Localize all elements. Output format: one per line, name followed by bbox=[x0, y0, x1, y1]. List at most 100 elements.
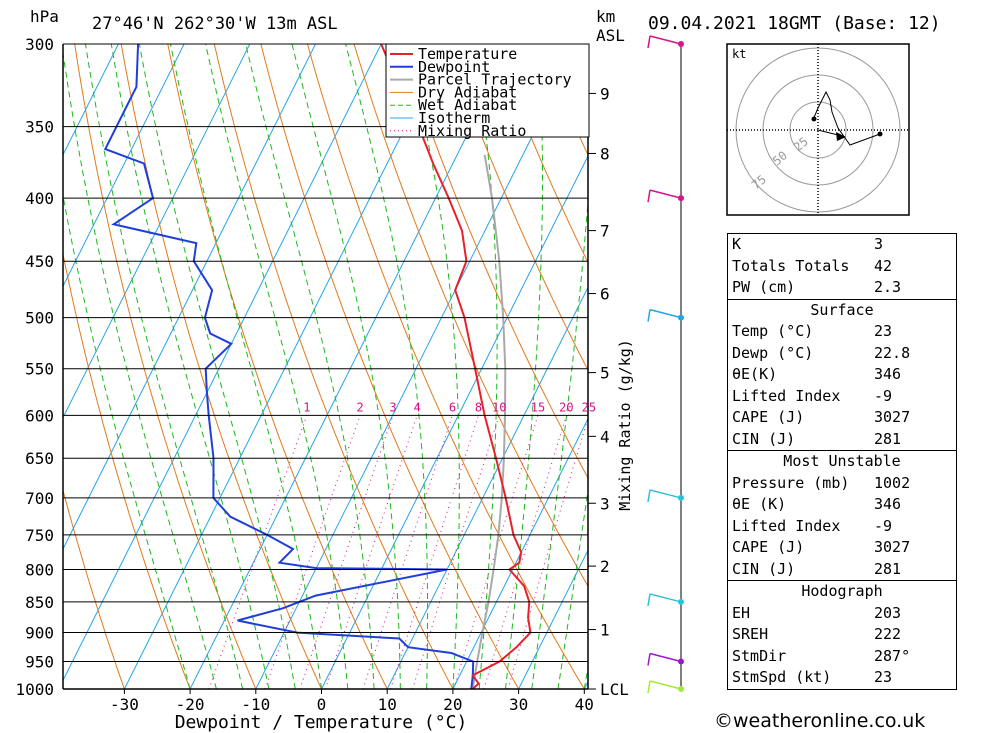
dry-adiabat-line bbox=[120, 44, 322, 689]
asl-label: ASL bbox=[596, 26, 625, 45]
km-tick-label: 4 bbox=[600, 427, 610, 446]
pressure-tick-label: 400 bbox=[25, 189, 54, 208]
pressure-tick-label: 500 bbox=[25, 309, 54, 328]
location-label: 27°46'N 262°30'W 13m ASL bbox=[92, 14, 338, 34]
temp-tick-label: -20 bbox=[176, 695, 205, 714]
unstable-index-row: CIN (J) 281 bbox=[728, 559, 956, 581]
wind-barb bbox=[649, 308, 682, 319]
wind-barb-flag bbox=[647, 680, 651, 694]
surface-index-value: 23 bbox=[874, 322, 893, 340]
surface-index-row: Lifted Index -9 bbox=[728, 386, 956, 408]
pressure-tick-label: 800 bbox=[25, 560, 54, 579]
surface-index-value: 3027 bbox=[874, 408, 911, 426]
unstable-index-value: 3027 bbox=[874, 538, 911, 556]
isotherm-line bbox=[0, 0, 36, 689]
surface-index-row: Temp (°C) 23 bbox=[728, 321, 956, 343]
dry-adiabat-line bbox=[493, 44, 588, 264]
surface-index-label: Dewp (°C) bbox=[732, 343, 814, 362]
wet-adiabat-line bbox=[138, 44, 296, 689]
x-axis-label: Dewpoint / Temperature (°C) bbox=[175, 712, 468, 733]
general-index-value: 3 bbox=[874, 235, 884, 253]
mixing-ratio-label: 20 bbox=[559, 400, 573, 414]
surface-index-label: CIN (J) bbox=[732, 429, 796, 448]
temp-tick-label: 40 bbox=[575, 695, 594, 714]
hodograph-index-row: StmSpd (kt) 23 bbox=[728, 667, 956, 689]
surface-index-value: -9 bbox=[874, 386, 893, 405]
general-index-value: 42 bbox=[874, 256, 893, 275]
unstable-index-label: θE (K) bbox=[732, 495, 787, 513]
copyright-footer[interactable]: ©weatheronline.co.uk bbox=[714, 710, 926, 732]
wind-barb bbox=[649, 489, 682, 499]
mixing-ratio-label: 3 bbox=[389, 400, 396, 414]
surface-section-title: Surface bbox=[728, 298, 956, 322]
mixing-ratio-axis-label: Mixing Ratio (g/kg) bbox=[616, 339, 634, 511]
hodograph-point bbox=[811, 116, 817, 122]
unstable-index-label: CAPE (J) bbox=[732, 538, 805, 556]
isotherm-line bbox=[63, 44, 251, 419]
legend-label: Wet Adiabat bbox=[418, 96, 517, 114]
km-unit-label: km bbox=[596, 7, 615, 26]
surface-index-row: θE(K) 346 bbox=[728, 364, 956, 386]
dewpoint-line bbox=[103, 44, 475, 689]
mixing-ratio-label: 2 bbox=[356, 400, 363, 414]
wet-adiabat-line bbox=[505, 44, 543, 689]
pressure-tick-label: 1000 bbox=[15, 680, 54, 699]
stability-indices-table: K 3 Totals Totals 42 PW (cm) 2.3 Surface Temp… bbox=[727, 233, 957, 690]
pressure-tick-label: 850 bbox=[25, 593, 54, 612]
general-index-label: PW (cm) bbox=[732, 278, 796, 296]
most-unstable-section-title: Most Unstable bbox=[728, 450, 956, 473]
hodograph-index-label: StmSpd (kt) bbox=[732, 668, 832, 686]
general-index-value: 2.3 bbox=[874, 278, 902, 296]
km-tick-label: 6 bbox=[600, 285, 610, 304]
isotherm-line bbox=[0, 0, 102, 689]
pressure-tick-label: 650 bbox=[25, 449, 54, 468]
dry-adiabat-line bbox=[213, 44, 454, 689]
isotherm-line bbox=[518, 549, 588, 689]
mixing-ratio-label: 10 bbox=[492, 400, 506, 414]
legend-label: Dry Adiabat bbox=[418, 83, 517, 101]
wind-barb-flag bbox=[647, 653, 651, 666]
hodograph-unit-label: kt bbox=[732, 47, 746, 61]
wind-barb bbox=[649, 189, 682, 199]
unstable-index-value: 346 bbox=[874, 495, 902, 513]
unstable-index-value: 281 bbox=[874, 559, 902, 578]
dry-adiabat-line bbox=[63, 251, 191, 689]
legend-label: Mixing Ratio bbox=[418, 122, 526, 140]
hodograph-index-label: StmDir bbox=[732, 646, 787, 665]
hodograph-index-value: 23 bbox=[874, 668, 893, 686]
hodograph-index-label: EH bbox=[732, 603, 751, 622]
hodograph-index-value: 203 bbox=[874, 603, 902, 622]
pressure-tick-label: 950 bbox=[25, 653, 54, 672]
wind-barb bbox=[649, 593, 682, 603]
pressure-tick-label: 700 bbox=[25, 489, 54, 508]
km-tick-label: 9 bbox=[600, 84, 610, 103]
temperature-line bbox=[380, 44, 532, 689]
km-tick-label: 1 bbox=[600, 621, 610, 640]
hodograph-point bbox=[877, 131, 883, 137]
wet-adiabat-line bbox=[205, 44, 349, 689]
km-tick-label: 5 bbox=[600, 364, 610, 383]
legend-label: Parcel Trajectory bbox=[418, 71, 572, 89]
wind-barb bbox=[649, 35, 682, 45]
mixing-ratio-label: 25 bbox=[582, 400, 596, 414]
wet-adiabat-line bbox=[583, 663, 588, 689]
legend-label: Dewpoint bbox=[418, 58, 490, 76]
unstable-index-row: Pressure (mb) 1002 bbox=[728, 473, 956, 495]
hodograph-index-value: 222 bbox=[874, 625, 902, 643]
pressure-tick-label: 550 bbox=[25, 360, 54, 379]
wet-adiabat-line bbox=[63, 50, 217, 689]
wet-adiabat-line bbox=[169, 44, 322, 689]
general-index-label: K bbox=[732, 235, 742, 253]
dry-adiabat-line bbox=[74, 44, 257, 689]
wet-adiabat-line bbox=[63, 193, 191, 689]
pressure-tick-label: 450 bbox=[25, 252, 54, 271]
unstable-index-label: CIN (J) bbox=[732, 559, 796, 578]
storm-motion-arrow bbox=[836, 132, 846, 141]
mixing-ratio-label: 1 bbox=[303, 400, 310, 414]
unstable-index-value: 1002 bbox=[874, 473, 911, 492]
wind-barb-flag bbox=[647, 35, 651, 49]
surface-index-label: Temp (°C) bbox=[732, 322, 814, 340]
dry-adiabat-line bbox=[446, 44, 588, 372]
wind-barb-flag bbox=[647, 593, 651, 607]
